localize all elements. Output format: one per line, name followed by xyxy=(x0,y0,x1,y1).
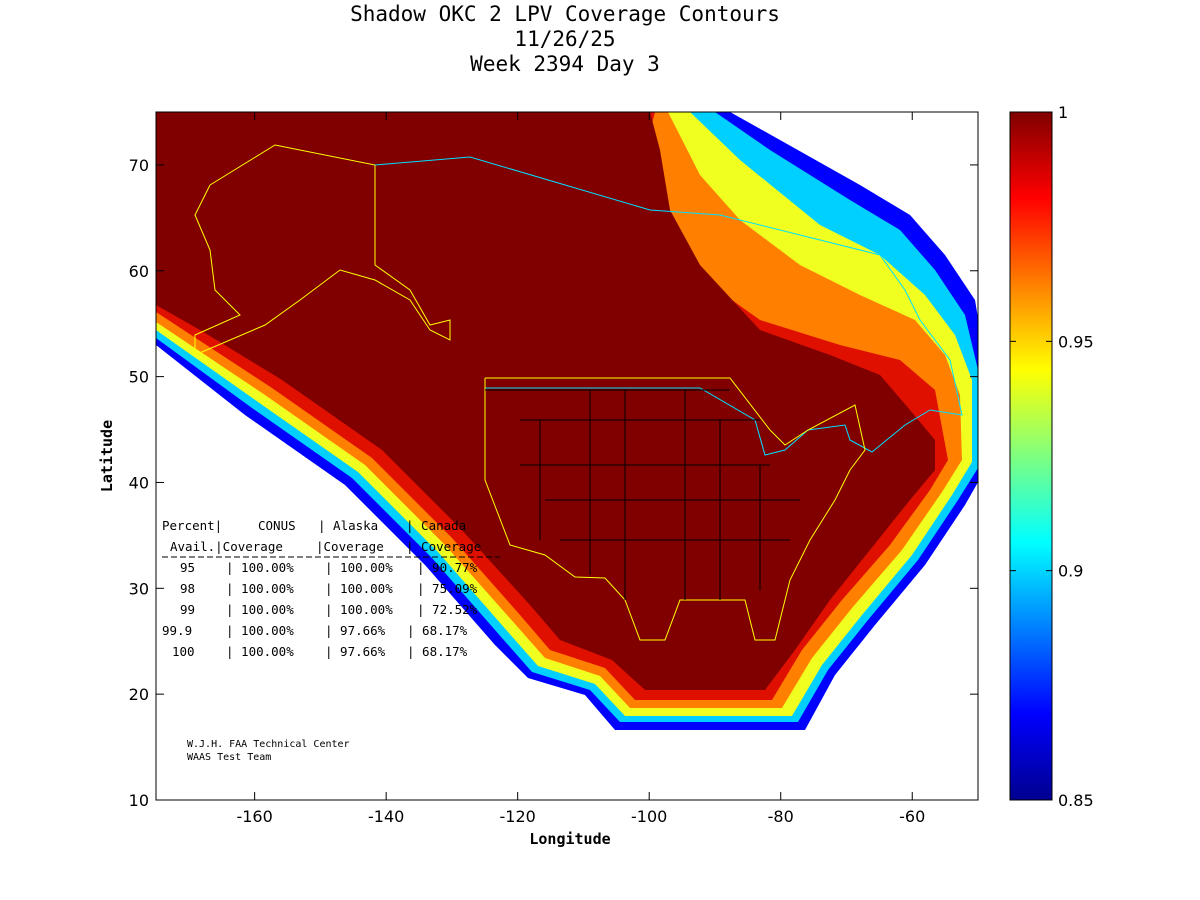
table-cell-canada: | 68.17% xyxy=(407,623,468,638)
chart-title-line-1: Shadow OKC 2 LPV Coverage Contours xyxy=(350,2,780,26)
table-subheader-avail: Avail.|Coverage xyxy=(170,539,283,554)
table-row: 98 | 100.00% | 100.00% | 75.09% xyxy=(180,581,478,596)
state-grid xyxy=(485,389,800,600)
x-tick-label: -80 xyxy=(768,807,794,826)
table-cell-alaska: | 100.00% xyxy=(325,581,393,596)
table-cell-conus: | 100.00% xyxy=(226,602,294,617)
x-tick-label: -160 xyxy=(236,807,272,826)
colorbar-tick-label: 0.85 xyxy=(1058,791,1094,810)
table-cell-alaska: | 97.66% xyxy=(325,644,386,659)
table-cell-conus: | 100.00% xyxy=(226,560,294,575)
table-cell-avail: 95 xyxy=(180,560,195,575)
colorbar-tick-label: 0.9 xyxy=(1058,562,1083,581)
table-cell-avail: 99.9 xyxy=(162,623,192,638)
table-cell-canada: | 90.77% xyxy=(417,560,478,575)
table-row: 99.9 | 100.00% | 97.66% | 68.17% xyxy=(162,623,468,638)
table-header-alaska: | Alaska xyxy=(318,518,378,533)
colorbar-tick-label: 1 xyxy=(1058,103,1068,122)
table-cell-conus: | 100.00% xyxy=(226,623,294,638)
table-cell-conus: | 100.00% xyxy=(226,644,294,659)
coverage-table: Percent| CONUS | Alaska | Canada Avail.|… xyxy=(162,518,500,659)
table-cell-alaska: | 97.66% xyxy=(325,623,386,638)
y-tick-label: 10 xyxy=(129,791,149,810)
contour-region-full-coverage xyxy=(156,112,935,690)
alaska-border xyxy=(194,144,451,356)
x-tick-label: -140 xyxy=(368,807,404,826)
x-axis-label: Longitude xyxy=(529,830,610,848)
table-cell-avail: 99 xyxy=(180,602,195,617)
y-tick-label: 70 xyxy=(129,156,149,175)
table-header-percent: Percent| xyxy=(162,518,222,533)
table-subheader-canada: | Coverage xyxy=(406,539,481,554)
conus-border xyxy=(484,377,866,641)
plot-frame xyxy=(155,111,979,801)
table-cell-alaska: | 100.00% xyxy=(325,560,393,575)
table-cell-canada: | 75.09% xyxy=(417,581,478,596)
table-row: 100 | 100.00% | 97.66% | 68.17% xyxy=(172,644,468,659)
y-tick-label: 30 xyxy=(129,579,149,598)
colorbar xyxy=(1009,111,1053,801)
y-axis-label: Latitude xyxy=(98,420,116,492)
table-cell-avail: 98 xyxy=(180,581,195,596)
y-tick-label: 20 xyxy=(129,685,149,704)
table-row: 95 | 100.00% | 100.00% | 90.77% xyxy=(180,560,478,575)
coverage-contours xyxy=(156,112,978,730)
table-header-canada: | Canada xyxy=(406,518,466,533)
table-cell-alaska: | 100.00% xyxy=(325,602,393,617)
table-row: 99 | 100.00% | 100.00% | 72.52% xyxy=(180,602,478,617)
y-tick-label: 40 xyxy=(129,473,149,492)
table-cell-conus: | 100.00% xyxy=(226,581,294,596)
canada-border xyxy=(374,156,963,456)
x-tick-label: -100 xyxy=(631,807,667,826)
x-tick-label: -120 xyxy=(500,807,536,826)
table-subheader-alaska: |Coverage xyxy=(316,539,384,554)
credit-line-2: WAAS Test Team xyxy=(187,752,271,763)
chart-title-date: 11/26/25 xyxy=(514,27,616,51)
y-tick-label: 60 xyxy=(129,262,149,281)
credit-line-1: W.J.H. FAA Technical Center xyxy=(187,739,350,750)
table-header-conus: CONUS xyxy=(258,518,296,533)
x-tick-label: -60 xyxy=(899,807,925,826)
table-cell-canada: | 72.52% xyxy=(417,602,478,617)
table-cell-avail: 100 xyxy=(172,644,195,659)
chart-title-week: Week 2394 Day 3 xyxy=(470,52,660,76)
y-tick-label: 50 xyxy=(129,368,149,387)
colorbar-tick-label: 0.95 xyxy=(1058,332,1094,351)
table-cell-canada: | 68.17% xyxy=(407,644,468,659)
